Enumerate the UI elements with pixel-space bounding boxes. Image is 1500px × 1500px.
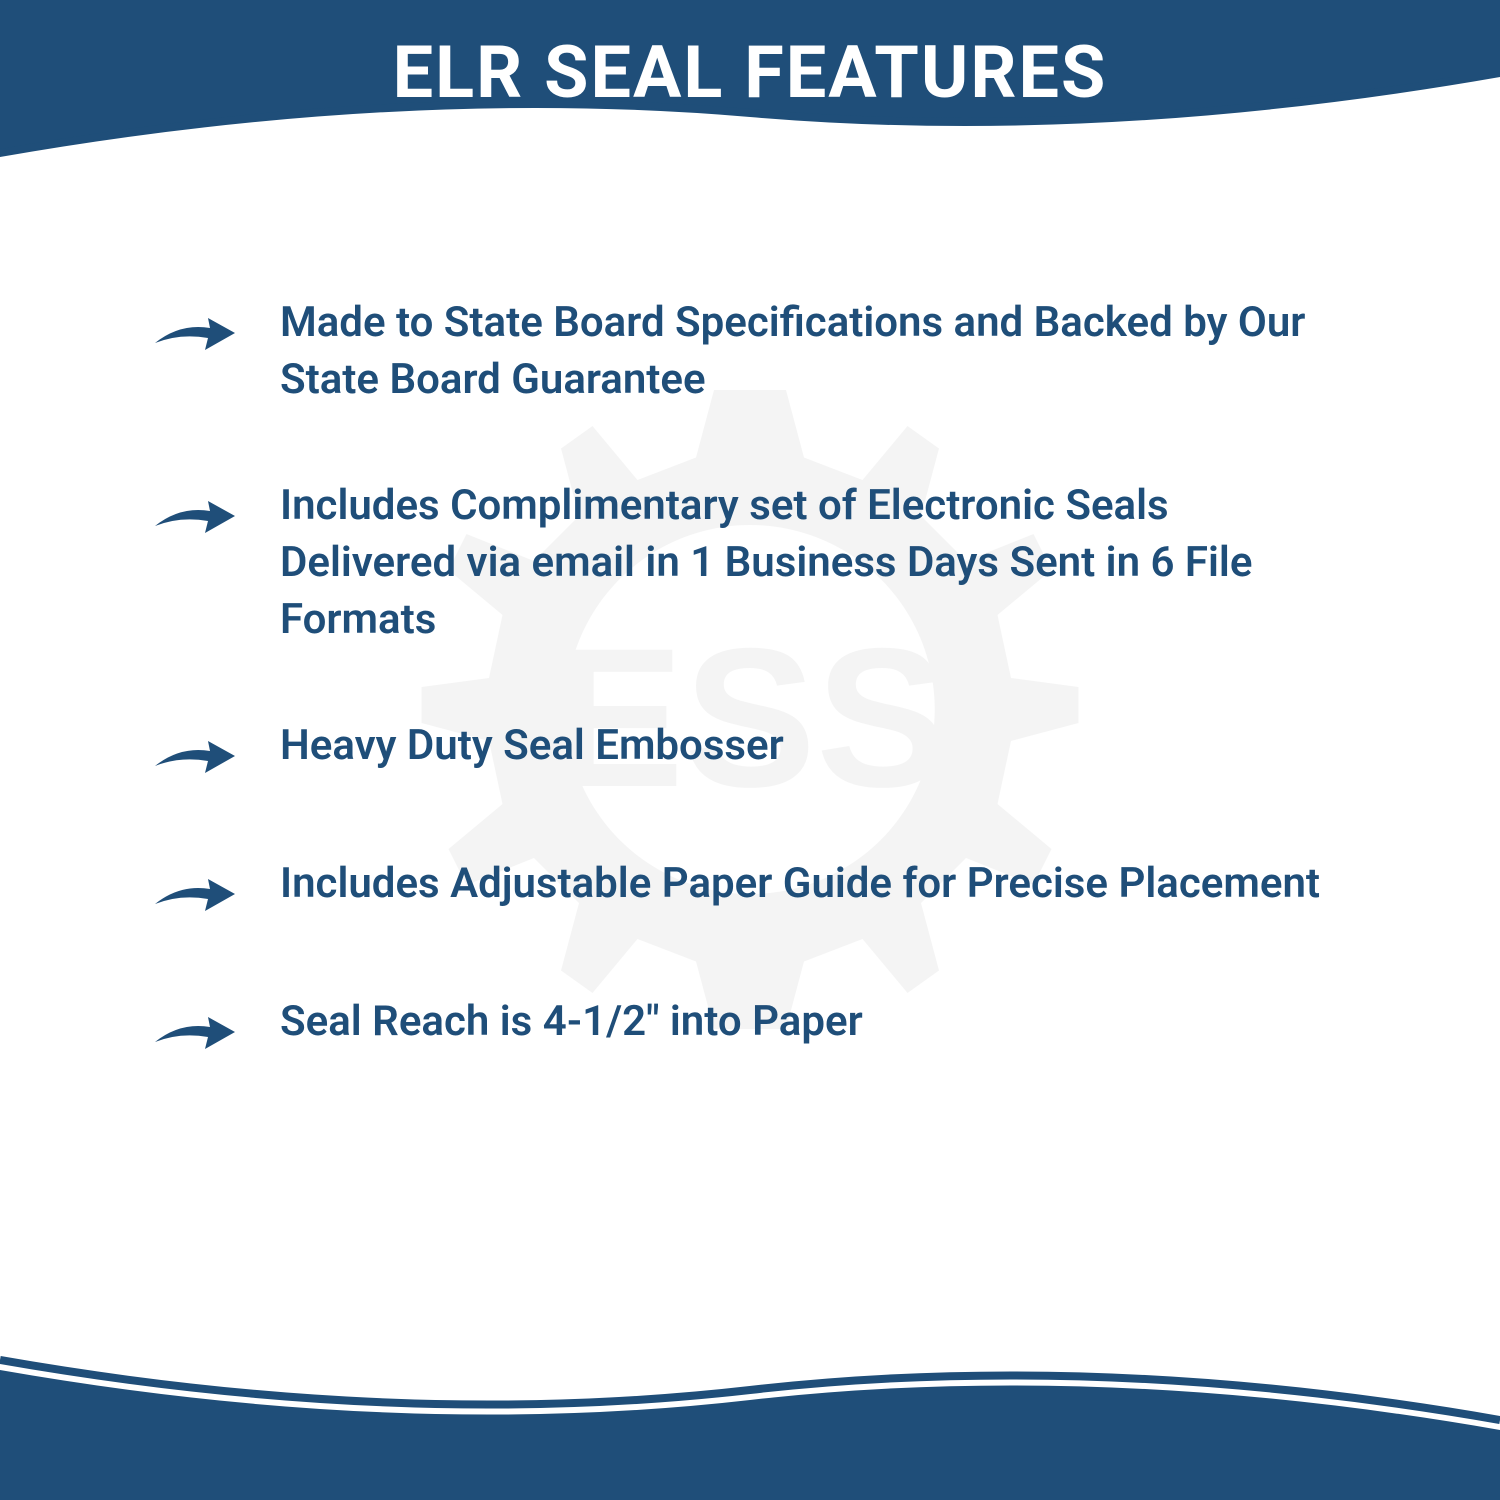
arrow-icon — [150, 303, 240, 363]
arrow-icon — [150, 726, 240, 786]
feature-item: Heavy Duty Seal Embosser — [150, 718, 1350, 786]
header-banner: ELR SEAL FEATURES — [0, 0, 1500, 195]
arrow-icon — [150, 864, 240, 924]
arrow-icon — [150, 486, 240, 546]
feature-text: Made to State Board Specifications and B… — [280, 295, 1350, 408]
feature-text: Heavy Duty Seal Embosser — [280, 718, 784, 775]
feature-item: Seal Reach is 4-1/2" into Paper — [150, 994, 1350, 1062]
arrow-icon — [150, 1002, 240, 1062]
swoosh-divider-bottom — [0, 1300, 1500, 1500]
features-list: Made to State Board Specifications and B… — [0, 195, 1500, 1282]
feature-item: Includes Complimentary set of Electronic… — [150, 478, 1350, 648]
feature-item: Made to State Board Specifications and B… — [150, 295, 1350, 408]
swoosh-divider-top — [0, 77, 1500, 197]
feature-text: Seal Reach is 4-1/2" into Paper — [280, 994, 863, 1051]
feature-item: Includes Adjustable Paper Guide for Prec… — [150, 856, 1350, 924]
feature-text: Includes Complimentary set of Electronic… — [280, 478, 1350, 648]
feature-text: Includes Adjustable Paper Guide for Prec… — [280, 856, 1320, 913]
